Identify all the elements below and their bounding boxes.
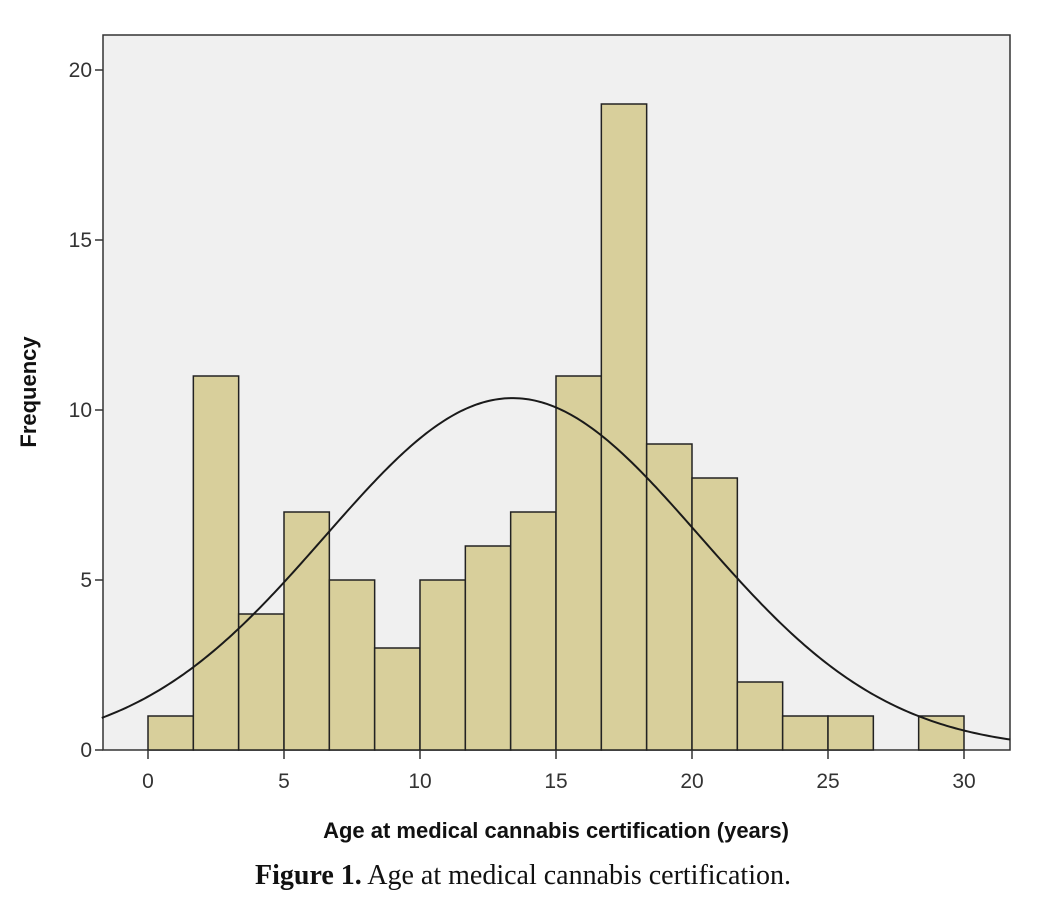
figure-caption: Figure 1. Age at medical cannabis certif…: [0, 860, 1046, 892]
histogram-bar: [781, 715, 829, 751]
histogram-bar: [192, 375, 240, 751]
x-tick-label: 25: [816, 770, 839, 793]
histogram-bar: [464, 545, 512, 751]
histogram-bar: [237, 613, 285, 751]
histogram-bar: [736, 681, 784, 751]
histogram-bar: [328, 579, 376, 751]
x-tick-label: 30: [952, 770, 975, 793]
figure-caption-text: Age at medical cannabis certification.: [367, 860, 791, 891]
histogram-bar: [917, 715, 965, 751]
x-tick-label: 10: [408, 770, 431, 793]
figure-label: Figure 1.: [255, 860, 362, 891]
histogram-bar: [827, 715, 875, 751]
histogram-bar: [645, 443, 693, 751]
x-tick-label: 15: [544, 770, 567, 793]
x-tick-label: 0: [142, 770, 154, 793]
y-tick-label: 10: [69, 399, 92, 422]
y-tick-label: 5: [80, 569, 92, 592]
histogram-bar: [283, 511, 331, 751]
y-tick-label: 0: [80, 739, 92, 762]
x-axis-title: Age at medical cannabis certification (y…: [323, 818, 789, 843]
x-tick-label: 5: [278, 770, 290, 793]
bars-group: [147, 103, 965, 751]
histogram-bar: [509, 511, 557, 751]
histogram-bar: [691, 477, 739, 751]
histogram-bar: [419, 579, 467, 751]
normal-curve: [101, 397, 1011, 741]
histogram-bar: [555, 375, 603, 751]
axes-group: 0 5 10 15 20 0 5 10 15 20 25 30: [69, 59, 976, 793]
histogram-bar: [147, 715, 195, 751]
histogram-bar: [373, 647, 421, 751]
y-tick-label: 20: [69, 59, 92, 82]
histogram-chart: 0 5 10 15 20 0 5 10 15 20 25 30 Frequency Age at me…: [16, 34, 1011, 843]
histogram-bar: [600, 103, 648, 751]
y-axis-title: Frequency: [16, 336, 41, 448]
x-tick-label: 20: [680, 770, 703, 793]
y-tick-label: 15: [69, 229, 92, 252]
